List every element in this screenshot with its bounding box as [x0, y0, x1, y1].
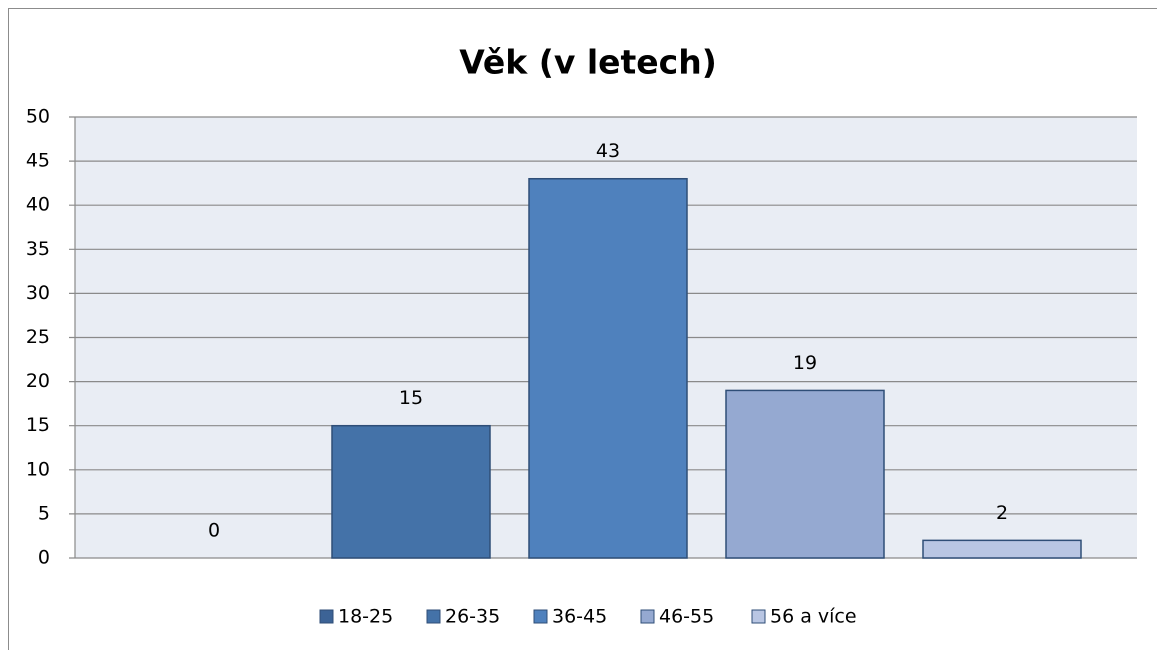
value-label: 0 [208, 520, 220, 542]
value-label: 2 [996, 502, 1008, 524]
legend-label: 36-45 [552, 606, 607, 628]
value-label: 19 [793, 352, 817, 374]
legend-swatch [319, 609, 334, 624]
y-tick-label: 10 [26, 458, 50, 480]
y-tick-label: 0 [38, 547, 50, 569]
y-tick-label: 35 [26, 238, 50, 260]
y-tick-label: 50 [26, 106, 50, 128]
value-label: 15 [399, 387, 423, 409]
legend-label: 26-35 [445, 606, 500, 628]
bar [725, 389, 885, 559]
legend-label: 56 a více [770, 606, 857, 628]
legend-label: 46-55 [659, 606, 714, 628]
y-tick-label: 45 [26, 150, 50, 172]
y-tick-label: 25 [26, 326, 50, 348]
y-tick-label: 5 [38, 502, 50, 524]
value-label: 43 [596, 140, 620, 162]
y-tick-label: 30 [26, 282, 50, 304]
legend-swatch [533, 609, 548, 624]
bar [922, 539, 1082, 559]
y-tick-label: 40 [26, 194, 50, 216]
legend-label: 18-25 [338, 606, 393, 628]
legend-swatch [426, 609, 441, 624]
bar [528, 177, 688, 559]
chart-title: Věk (v letech) [459, 43, 717, 82]
y-tick-label: 15 [26, 414, 50, 436]
legend-swatch [751, 609, 766, 624]
legend-swatch [640, 609, 655, 624]
bar [331, 424, 491, 559]
y-tick-label: 20 [26, 370, 50, 392]
